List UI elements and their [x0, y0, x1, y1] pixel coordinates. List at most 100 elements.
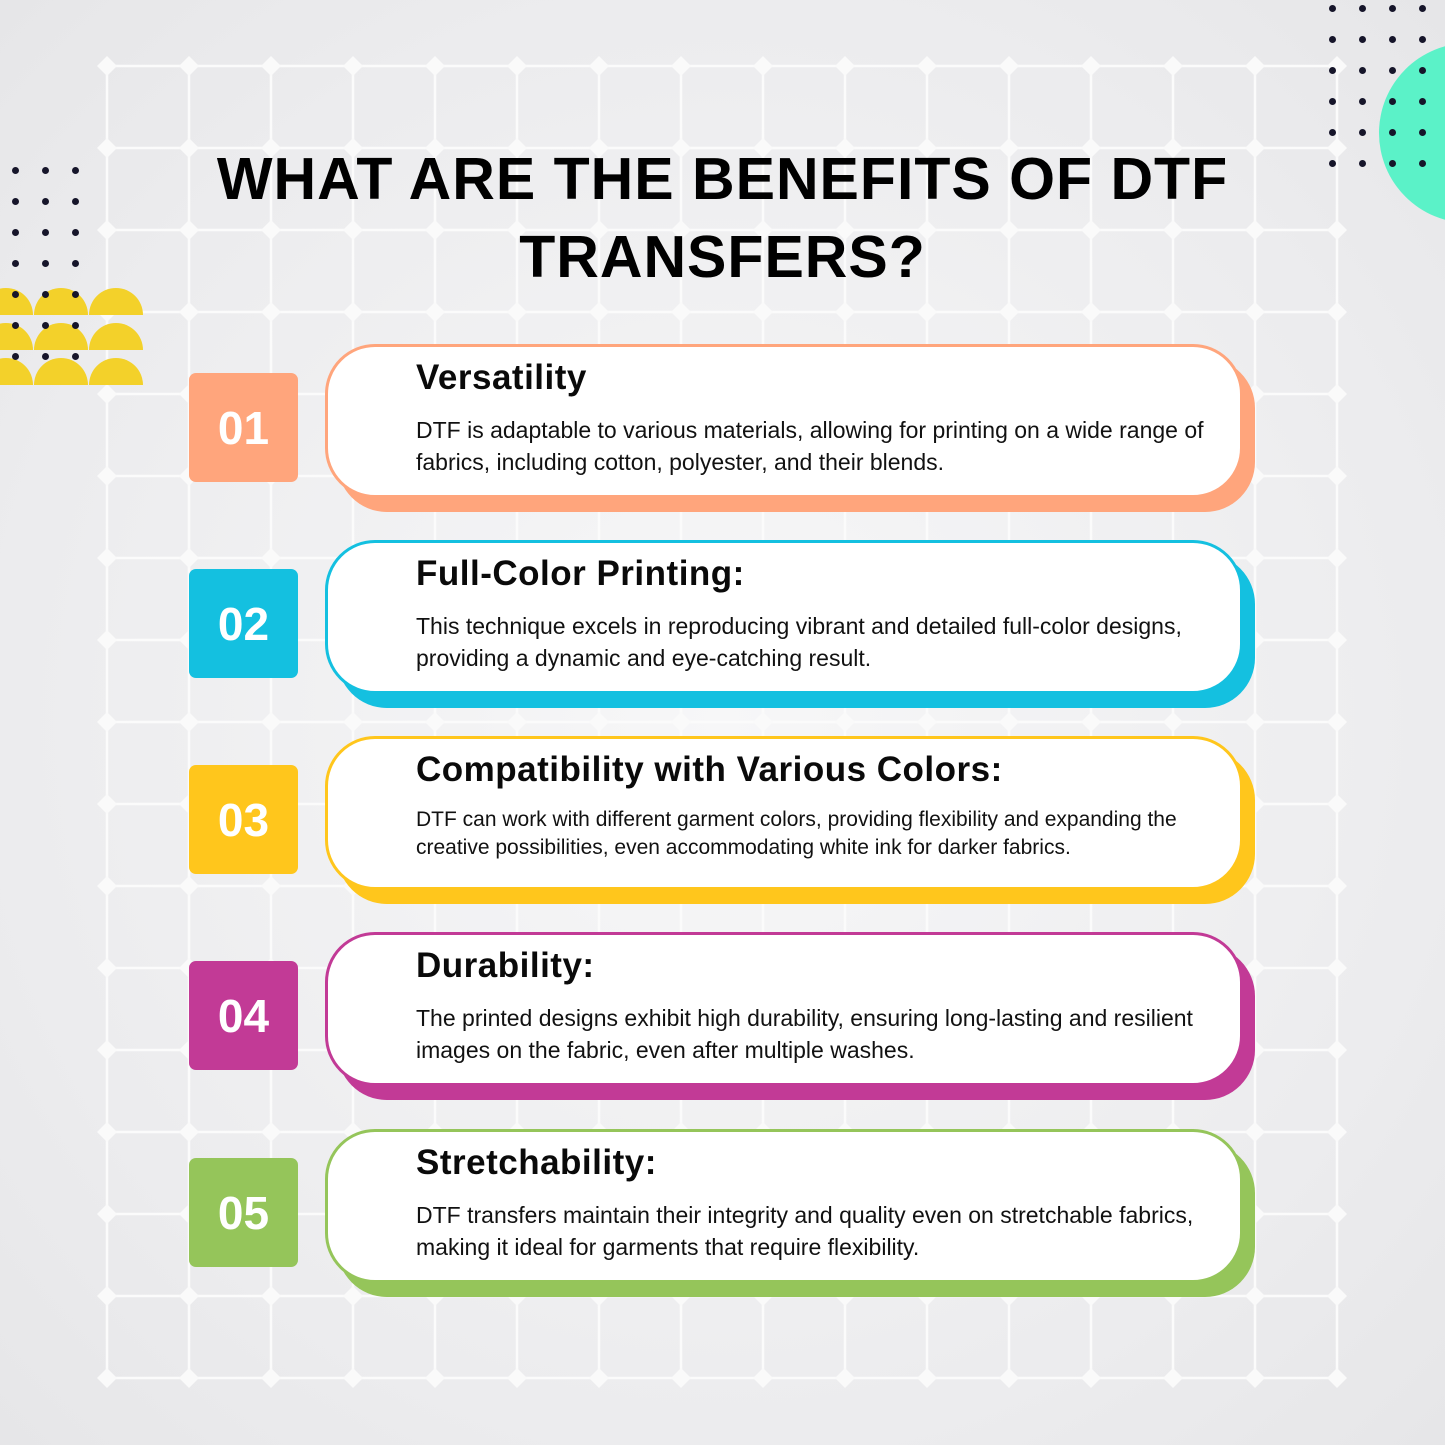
grid-diamond: [97, 220, 117, 240]
grid-diamond: [507, 220, 527, 240]
grid-diamond: [507, 138, 527, 158]
benefit-heading: Versatility: [416, 358, 587, 397]
grid-diamond: [261, 138, 281, 158]
number-badge: 04: [189, 961, 298, 1070]
dot-decoration: [42, 322, 49, 329]
grid-diamond: [507, 712, 527, 732]
grid-diamond: [425, 220, 445, 240]
benefit-card: Durability: The printed designs exhibit …: [325, 932, 1255, 1100]
benefit-text: The printed designs exhibit high durabil…: [416, 1005, 1193, 1063]
benefit-heading: Compatibility with Various Colors:: [416, 750, 1003, 789]
dot-decoration: [12, 322, 19, 329]
grid-diamond: [97, 958, 117, 978]
dot-decoration: [72, 167, 79, 174]
grid-diamond: [97, 138, 117, 158]
grid-diamond: [343, 220, 363, 240]
dot-decoration: [1419, 98, 1426, 105]
grid-diamond: [999, 712, 1019, 732]
grid-diamond: [917, 220, 937, 240]
grid-diamond: [835, 302, 855, 322]
dot-decoration: [1389, 36, 1396, 43]
grid-diamond: [343, 1286, 363, 1306]
grid-diamond: [261, 548, 281, 568]
grid-diamond: [753, 302, 773, 322]
benefit-text: DTF transfers maintain their integrity a…: [416, 1202, 1194, 1260]
dot-decoration: [42, 229, 49, 236]
dot-decoration: [1389, 5, 1396, 12]
grid-diamond: [261, 302, 281, 322]
dot-decoration: [42, 260, 49, 267]
benefit-heading: Durability:: [416, 946, 595, 985]
grid-diamond: [753, 220, 773, 240]
grid-diamond: [835, 1368, 855, 1388]
grid-diamond: [671, 220, 691, 240]
grid-diamond: [1327, 1204, 1347, 1224]
grid-diamond: [97, 56, 117, 76]
grid-diamond: [425, 56, 445, 76]
grid-diamond: [343, 138, 363, 158]
grid-diamond: [835, 56, 855, 76]
grid-diamond: [1327, 302, 1347, 322]
grid-diamond: [1245, 56, 1265, 76]
dot-decoration: [1389, 67, 1396, 74]
grid-diamond: [179, 138, 199, 158]
dot-decoration: [42, 198, 49, 205]
grid-diamond: [179, 1368, 199, 1388]
grid-diamond: [1163, 138, 1183, 158]
grid-diamond: [1081, 302, 1101, 322]
grid-diamond: [1327, 958, 1347, 978]
grid-diamond: [1245, 548, 1265, 568]
grid-diamond: [425, 712, 445, 732]
grid-diamond: [1327, 220, 1347, 240]
grid-diamond: [97, 794, 117, 814]
grid-diamond: [97, 712, 117, 732]
dot-decoration: [1389, 98, 1396, 105]
dot-decoration: [72, 291, 79, 298]
grid-diamond: [97, 1204, 117, 1224]
grid-diamond: [261, 1122, 281, 1142]
grid-diamond: [1245, 958, 1265, 978]
grid-diamond: [97, 1286, 117, 1306]
dot-decoration: [72, 229, 79, 236]
number-badge: 05: [189, 1158, 298, 1267]
grid-diamond: [917, 302, 937, 322]
grid-diamond: [179, 220, 199, 240]
grid-diamond: [97, 384, 117, 404]
benefit-card: Stretchability: DTF transfers maintain t…: [325, 1129, 1255, 1297]
benefit-card: Versatility DTF is adaptable to various …: [325, 344, 1255, 512]
grid-diamond: [343, 1368, 363, 1388]
grid-diamond: [179, 302, 199, 322]
grid-diamond: [1081, 1368, 1101, 1388]
grid-diamond: [999, 302, 1019, 322]
grid-diamond: [1081, 56, 1101, 76]
grid-diamond: [835, 712, 855, 732]
grid-diamond: [671, 302, 691, 322]
grid-diamond: [1081, 220, 1101, 240]
grid-diamond: [1081, 712, 1101, 732]
dot-decoration: [1359, 67, 1366, 74]
grid-diamond: [917, 56, 937, 76]
grid-diamond: [179, 876, 199, 896]
dot-decoration: [42, 353, 49, 360]
grid-diamond: [97, 630, 117, 650]
grid-diamond: [1245, 1286, 1265, 1306]
dot-decoration: [42, 167, 49, 174]
grid-diamond: [1245, 876, 1265, 896]
number-badge: 01: [189, 373, 298, 482]
dot-decoration: [12, 198, 19, 205]
grid-diamond: [343, 302, 363, 322]
benefit-heading: Full-Color Printing:: [416, 554, 745, 593]
grid-diamond: [179, 56, 199, 76]
grid-diamond: [97, 1368, 117, 1388]
teal-circle: [1379, 46, 1445, 220]
dot-decoration: [72, 198, 79, 205]
dot-decoration: [1419, 5, 1426, 12]
grid-diamond: [179, 1286, 199, 1306]
grid-diamond: [753, 138, 773, 158]
grid-diamond: [753, 1368, 773, 1388]
grid-diamond: [753, 56, 773, 76]
grid-diamond: [1245, 1368, 1265, 1388]
grid-diamond: [753, 712, 773, 732]
grid-diamond: [671, 56, 691, 76]
grid-diamond: [97, 1122, 117, 1142]
